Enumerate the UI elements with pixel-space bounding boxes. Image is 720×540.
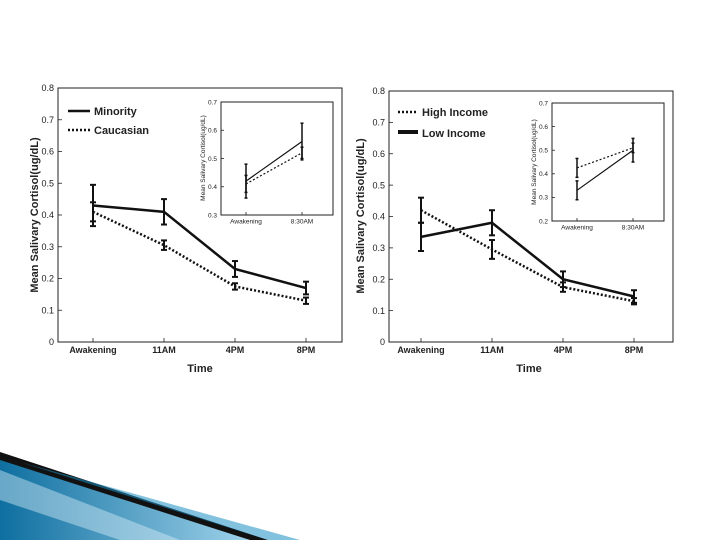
income-chart: 0 0.1 0.2 0.3 0.4 0.5 0.6 0.7 0.8 Awakening 11AM 4… (355, 86, 674, 375)
y-tick-label: 0.8 (41, 83, 54, 93)
legend-label-low-income: Low Income (422, 128, 486, 140)
x-tick-label: 8:30AM (622, 225, 644, 232)
y-tick-label: 0.1 (372, 306, 385, 316)
y-tick-label: 0 (49, 337, 54, 347)
y-tick-label: 0.7 (539, 100, 548, 107)
y-tick-label: 0.6 (372, 149, 385, 159)
series-lines (90, 183, 309, 305)
inset-y-axis-title: Mean Salivary Cortisol(ug/dL) (531, 119, 538, 205)
inset-chart: 0.3 0.4 0.5 0.6 0.7 Awakening 8:30AM Mean Sal… (200, 99, 334, 226)
inset-chart: 0.2 0.3 0.4 0.5 0.6 0.7 Awakening 8:30AM Mean … (531, 100, 665, 232)
y-tick-label: 0.2 (41, 274, 54, 284)
y-tick-label: 0.4 (208, 184, 217, 191)
x-tick-label: 11AM (480, 345, 504, 355)
legend: High Income Low Income (398, 107, 488, 140)
y-tick-label: 0.3 (208, 212, 217, 219)
y-axis: 0 0.1 0.2 0.3 0.4 0.5 0.6 0.7 0.8 (372, 86, 393, 347)
inset-plot-area (551, 102, 665, 222)
y-tick-label: 0.5 (41, 178, 54, 188)
y-tick-label: 0.7 (41, 115, 54, 125)
inset-y-axis: 0.2 0.3 0.4 0.5 0.6 0.7 (539, 100, 555, 225)
y-tick-label: 0.5 (372, 180, 385, 190)
legend-label-minority: Minority (94, 106, 138, 118)
y-tick-label: 0.5 (208, 156, 217, 163)
y-tick-label: 0.4 (539, 171, 548, 178)
y-tick-label: 0.4 (372, 212, 385, 222)
decorative-ribbon (0, 452, 300, 540)
series-line-minority (245, 141, 303, 182)
y-axis-title: Mean Salivary Cortisol(ug/dL) (29, 137, 41, 293)
x-tick-label: 8PM (297, 345, 316, 355)
legend: Minority Caucasian (68, 106, 149, 137)
y-tick-label: 0.8 (372, 86, 385, 96)
y-tick-label: 0.3 (41, 242, 54, 252)
legend-label-caucasian: Caucasian (94, 125, 149, 137)
x-tick-label: Awakening (561, 225, 593, 232)
minority-caucasian-chart: 0 0.1 0.2 0.3 0.4 0.5 0.6 0.7 0.8 Awakening 11AM 4… (29, 83, 343, 375)
y-tick-label: 0.7 (372, 118, 385, 128)
series-line-low-income (576, 149, 634, 191)
y-tick-label: 0.6 (41, 147, 54, 157)
inset-series-lines (575, 137, 635, 201)
y-tick-label: 0.5 (539, 147, 548, 154)
inset-x-axis: Awakening 8:30AM (561, 218, 644, 232)
y-tick-label: 0.4 (41, 210, 54, 220)
x-axis-title: Time (187, 363, 212, 375)
x-tick-label: Awakening (69, 345, 116, 355)
series-lines (418, 196, 637, 306)
y-tick-label: 0.7 (208, 99, 217, 106)
x-tick-label: 4PM (226, 345, 245, 355)
x-tick-label: Awakening (230, 219, 262, 226)
x-tick-label: 11AM (152, 345, 176, 355)
x-tick-label: 8:30AM (291, 219, 313, 226)
series-line-high-income (576, 147, 634, 169)
y-tick-label: 0 (380, 337, 385, 347)
legend-label-high-income: High Income (422, 107, 488, 119)
inset-x-axis: Awakening 8:30AM (230, 212, 313, 226)
y-axis: 0 0.1 0.2 0.3 0.4 0.5 0.6 0.7 0.8 (41, 83, 62, 347)
x-tick-label: 4PM (554, 345, 573, 355)
x-axis: Awakening 11AM 4PM 8PM (397, 338, 643, 355)
x-tick-label: Awakening (397, 345, 444, 355)
series-line-caucasian (92, 210, 307, 302)
x-axis-title: Time (516, 363, 541, 375)
y-tick-label: 0.6 (208, 128, 217, 135)
y-tick-label: 0.1 (41, 305, 54, 315)
series-line-low-income (420, 221, 635, 298)
y-axis-title: Mean Salivary Cortisol(ug/dL) (355, 138, 367, 294)
y-tick-label: 0.2 (372, 274, 385, 284)
y-tick-label: 0.6 (539, 124, 548, 131)
x-tick-label: 8PM (625, 345, 644, 355)
inset-y-axis-title: Mean Salivary Cortisol(ug/dL) (200, 115, 207, 201)
inset-y-axis: 0.3 0.4 0.5 0.6 0.7 (208, 99, 224, 219)
y-tick-label: 0.2 (539, 218, 548, 225)
y-tick-label: 0.3 (539, 195, 548, 202)
series-line-minority (92, 204, 307, 290)
inset-series-lines (244, 122, 304, 199)
x-axis: Awakening 11AM 4PM 8PM (69, 338, 315, 355)
series-line-caucasian (245, 152, 303, 185)
y-tick-label: 0.3 (372, 243, 385, 253)
